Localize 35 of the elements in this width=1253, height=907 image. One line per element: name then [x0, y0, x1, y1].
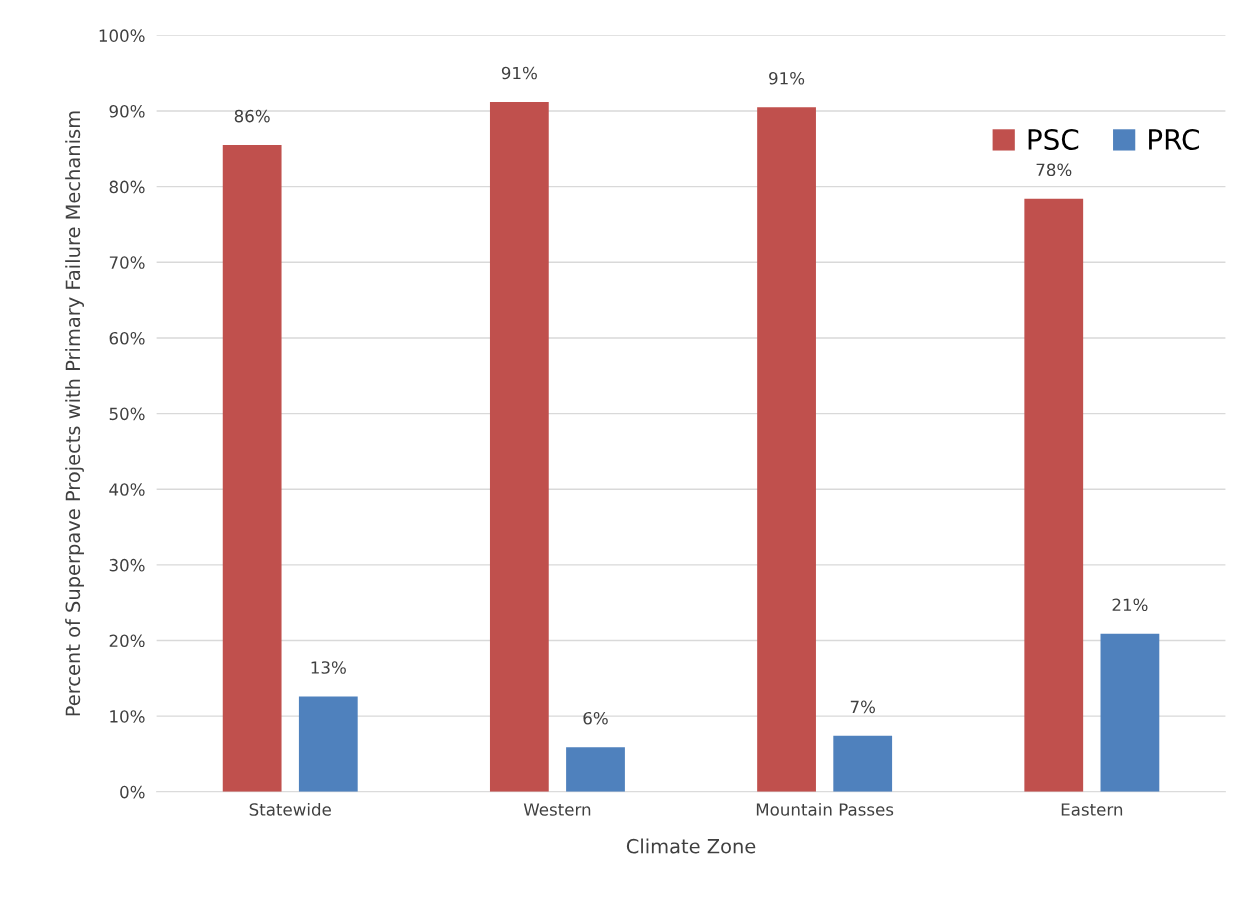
bar — [1100, 633, 1160, 792]
y-tick-label: 0% — [120, 785, 145, 799]
bar — [566, 747, 625, 792]
y-tick-label: 50% — [109, 407, 145, 421]
x-tick-label: Mountain Passes — [756, 802, 894, 816]
y-tick-label: 60% — [109, 331, 145, 345]
data-label: 91% — [769, 71, 805, 85]
data-label: 86% — [234, 109, 270, 123]
y-tick-label: 10% — [110, 710, 145, 723]
bar — [1024, 198, 1084, 792]
bar — [833, 735, 893, 792]
y-tick-label: 40% — [109, 483, 145, 496]
y-tick-label: 100% — [99, 29, 145, 42]
data-label: 7% — [850, 700, 876, 714]
data-label: 13% — [311, 661, 346, 674]
y-tick-label: 90% — [109, 104, 145, 118]
x-tick-label: Western — [523, 803, 591, 816]
y-tick-label: 30% — [109, 558, 145, 572]
bar — [757, 107, 816, 792]
data-label: 6% — [583, 711, 608, 725]
legend-label: PRC — [1149, 128, 1199, 150]
bar — [489, 101, 549, 792]
x-tick-label: Eastern — [1061, 803, 1123, 816]
y-tick-label: 70% — [109, 256, 145, 269]
legend-label: PSC — [1028, 128, 1079, 150]
y-tick-label: 20% — [109, 634, 145, 648]
x-axis-title: Climate Zone — [626, 838, 756, 854]
x-tick-label: Statewide — [249, 802, 331, 816]
y-tick-label: 80% — [109, 180, 145, 194]
y-axis-title: Percent of Superpave Projects with Primary Failure Mechanism — [65, 111, 84, 716]
bar — [222, 145, 282, 792]
bar — [298, 696, 358, 792]
data-label: 21% — [1112, 598, 1148, 612]
data-label: 91% — [501, 66, 537, 80]
data-label: 78% — [1036, 163, 1072, 177]
